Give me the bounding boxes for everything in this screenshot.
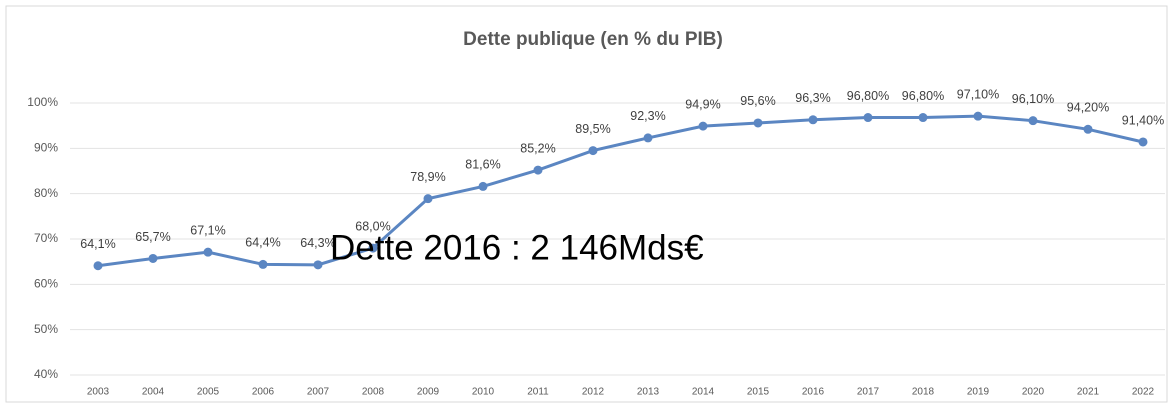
data-label: 96,10% bbox=[1012, 92, 1054, 106]
data-point bbox=[698, 121, 708, 131]
data-label: 78,9% bbox=[410, 170, 445, 184]
data-label: 96,80% bbox=[902, 89, 944, 103]
data-label: 64,4% bbox=[245, 236, 280, 250]
x-tick-label: 2003 bbox=[87, 387, 110, 398]
x-tick-label: 2004 bbox=[142, 387, 165, 398]
data-label: 64,3% bbox=[300, 236, 335, 250]
chart-frame bbox=[5, 5, 1168, 403]
data-point bbox=[973, 111, 983, 121]
data-point bbox=[368, 243, 378, 253]
data-label: 94,20% bbox=[1067, 101, 1109, 115]
y-tick-label: 70% bbox=[34, 231, 58, 245]
data-point bbox=[148, 253, 158, 263]
data-label: 81,6% bbox=[465, 158, 500, 172]
x-tick-label: 2013 bbox=[637, 387, 660, 398]
data-point bbox=[588, 146, 598, 156]
data-point bbox=[203, 247, 213, 257]
data-label: 96,3% bbox=[795, 91, 830, 105]
data-point bbox=[423, 194, 433, 204]
x-tick-label: 2011 bbox=[527, 387, 549, 398]
y-tick-label: 90% bbox=[34, 141, 58, 155]
data-label: 96,80% bbox=[847, 89, 889, 103]
series-line bbox=[97, 114, 1144, 268]
data-point bbox=[808, 115, 818, 125]
data-label: 89,5% bbox=[575, 122, 610, 136]
data-point bbox=[258, 259, 268, 269]
data-label: 97,10% bbox=[957, 87, 999, 101]
x-tick-label: 2017 bbox=[857, 387, 880, 398]
x-tick-label: 2014 bbox=[692, 387, 715, 398]
x-tick-label: 2015 bbox=[747, 387, 770, 398]
data-point bbox=[533, 165, 543, 175]
annotation: Dette 2016 : 2 146Mds€ bbox=[330, 228, 704, 267]
x-tick-label: 2007 bbox=[307, 387, 330, 398]
x-tick-label: 2009 bbox=[417, 387, 440, 398]
data-point bbox=[1138, 137, 1148, 147]
x-tick-label: 2022 bbox=[1132, 387, 1155, 398]
x-tick-label: 2018 bbox=[912, 387, 935, 398]
data-label: 91,40% bbox=[1122, 113, 1164, 127]
y-tick-label: 60% bbox=[34, 277, 58, 291]
chart-title: Dette publique (en % du PIB) bbox=[463, 29, 723, 50]
x-tick-label: 2012 bbox=[582, 387, 605, 398]
x-tick-label: 2006 bbox=[252, 387, 275, 398]
x-tick-label: 2008 bbox=[362, 387, 385, 398]
data-point bbox=[1028, 116, 1038, 126]
y-tick-label: 100% bbox=[27, 95, 58, 109]
y-tick-label: 40% bbox=[34, 367, 58, 381]
x-tick-label: 2016 bbox=[802, 387, 825, 398]
y-tick-label: 80% bbox=[34, 186, 58, 200]
x-tick-label: 2005 bbox=[197, 387, 220, 398]
x-tick-label: 2019 bbox=[967, 387, 990, 398]
data-point bbox=[1083, 124, 1093, 134]
data-point bbox=[753, 118, 763, 128]
data-point bbox=[478, 181, 488, 191]
data-label: 95,6% bbox=[740, 94, 775, 108]
y-tick-label: 50% bbox=[34, 322, 58, 336]
data-label: 65,7% bbox=[135, 230, 170, 244]
data-point bbox=[313, 260, 323, 270]
x-tick-label: 2010 bbox=[472, 387, 495, 398]
data-label: 68,0% bbox=[355, 219, 390, 233]
data-label: 85,2% bbox=[520, 141, 555, 155]
data-point bbox=[93, 261, 103, 271]
data-label: 67,1% bbox=[190, 223, 225, 237]
data-label: 94,9% bbox=[685, 97, 720, 111]
data-point bbox=[918, 113, 928, 123]
x-tick-label: 2021 bbox=[1077, 387, 1100, 398]
data-label: 92,3% bbox=[630, 109, 665, 123]
data-point bbox=[863, 113, 873, 123]
data-label: 64,1% bbox=[80, 237, 115, 251]
x-tick-label: 2020 bbox=[1022, 387, 1045, 398]
data-point bbox=[643, 133, 653, 143]
